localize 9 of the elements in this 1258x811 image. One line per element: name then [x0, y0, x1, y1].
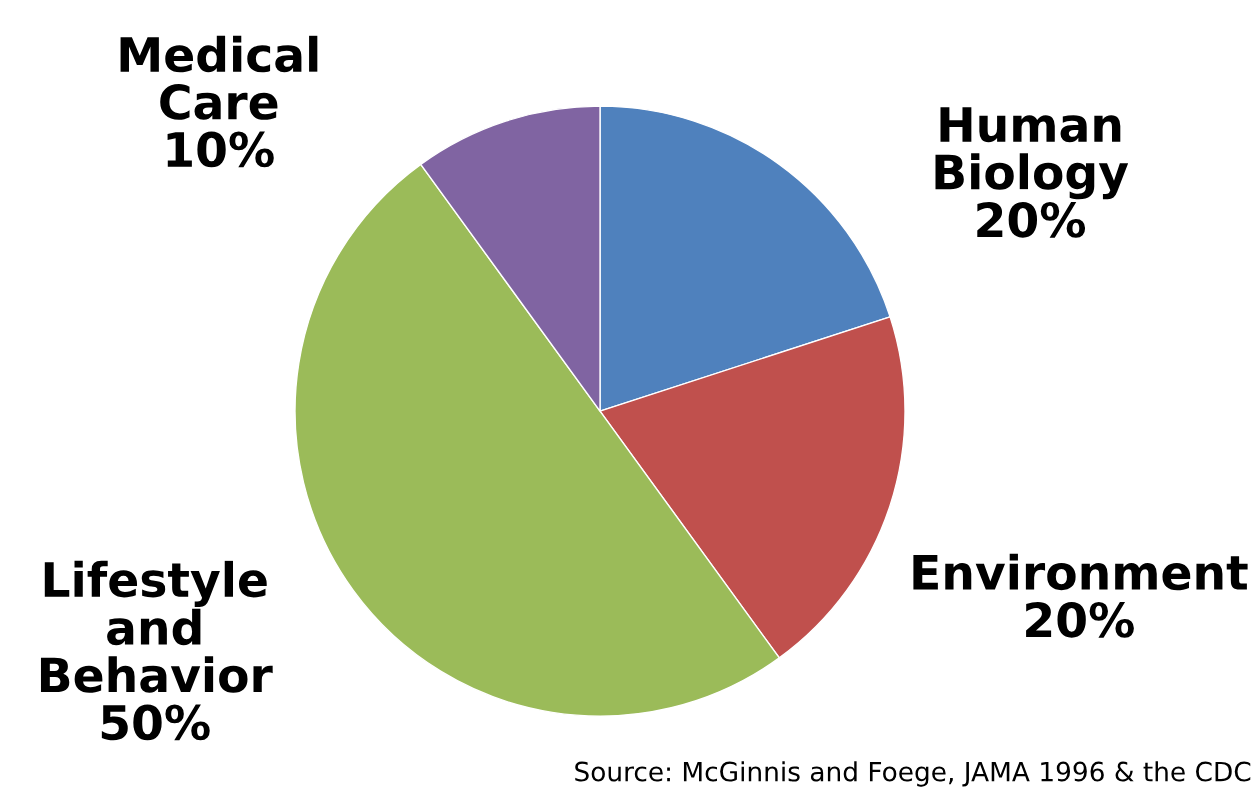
- slice-label: Lifestyle and Behavior: [40, 560, 273, 693]
- source-note: Source: McGinnis and Foege, JAMA 1996 & the CDC: [575, 761, 1251, 787]
- data-label: 10%: [167, 131, 274, 168]
- slice-label: Human Biology: [935, 107, 1129, 200]
- data-label: 50%: [101, 704, 210, 741]
- slice-label: Medical Care: [120, 35, 318, 120]
- data-label: 20%: [977, 201, 1086, 238]
- slice-label: Environment: [913, 553, 1248, 591]
- data-label: 20%: [1026, 601, 1134, 638]
